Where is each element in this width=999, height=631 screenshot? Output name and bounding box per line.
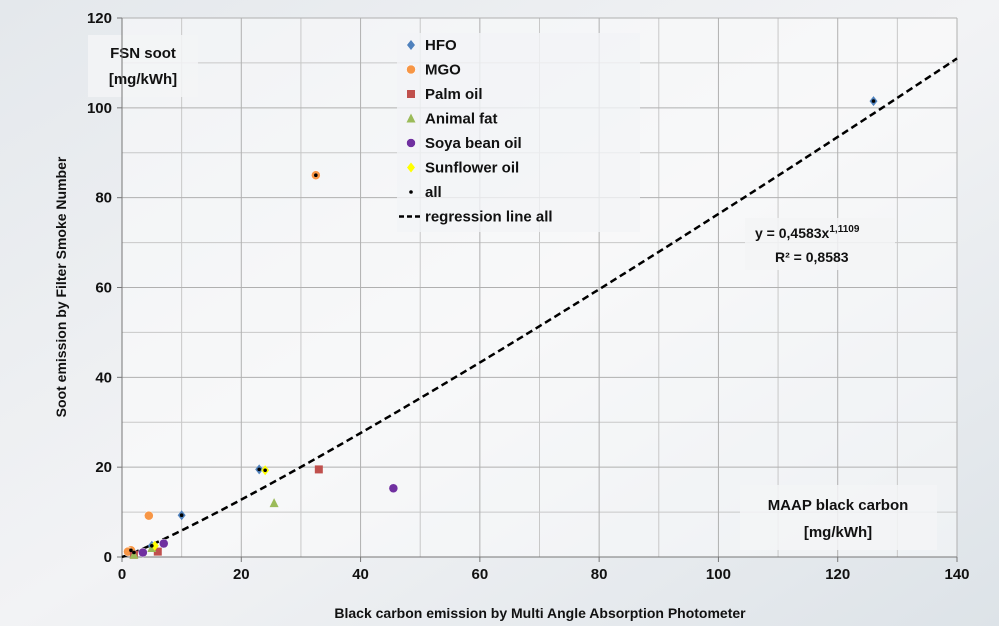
y-tick-label: 0 <box>104 549 112 566</box>
legend-label: Palm oil <box>425 86 483 103</box>
legend-marker <box>407 65 416 74</box>
legend-label: Animal fat <box>425 111 498 128</box>
legend-marker <box>407 139 416 148</box>
legend-label: Sunflower oil <box>425 160 519 177</box>
x-tick-label: 100 <box>706 566 731 583</box>
x-tick-label: 0 <box>118 566 126 583</box>
x-tick-label: 120 <box>825 566 850 583</box>
y-tick-label: 20 <box>95 459 112 476</box>
annotation: MAAP black carbon <box>768 497 909 514</box>
annotation: FSN soot <box>110 45 176 62</box>
marker <box>872 99 876 103</box>
legend-label: Soya bean oil <box>425 135 522 152</box>
marker <box>159 539 168 548</box>
equation-exponent: 1,1109 <box>829 224 859 235</box>
marker <box>132 551 136 555</box>
x-tick-label: 140 <box>944 566 969 583</box>
marker <box>263 469 267 473</box>
legend-marker <box>409 190 413 194</box>
y-tick-label: 60 <box>95 280 112 297</box>
marker <box>314 173 318 177</box>
r-squared: R² = 0,8583 <box>775 249 849 265</box>
legend-label: MGO <box>425 62 461 79</box>
legend-label: HFO <box>425 37 457 54</box>
annotation: [mg/kWh] <box>109 71 177 88</box>
legend-label: all <box>425 184 442 201</box>
marker <box>150 544 154 548</box>
chart: FSN soot [mg/kWh] MAAP black carbon [mg/… <box>0 0 999 626</box>
y-tick-label: 40 <box>95 369 112 386</box>
x-axis-title: Black carbon emission by Multi Angle Abs… <box>334 605 746 621</box>
x-tick-label: 20 <box>233 566 250 583</box>
y-tick-label: 120 <box>87 10 112 27</box>
y-axis-title: Soot emission by Filter Smoke Number <box>53 156 69 417</box>
marker <box>129 548 133 552</box>
equation-text: y = 0,4583x <box>755 225 830 241</box>
marker <box>138 548 147 557</box>
y-tick-label: 100 <box>87 100 112 117</box>
marker <box>180 513 184 517</box>
x-tick-label: 60 <box>472 566 489 583</box>
annotation: [mg/kWh] <box>804 524 872 541</box>
legend-marker <box>407 90 415 98</box>
x-tick-label: 40 <box>352 566 369 583</box>
x-tick-label: 80 <box>591 566 608 583</box>
marker <box>315 465 323 473</box>
marker <box>144 511 153 520</box>
marker <box>389 484 398 493</box>
marker <box>257 468 261 472</box>
legend-label: regression line all <box>425 209 553 226</box>
y-tick-label: 80 <box>95 190 112 207</box>
